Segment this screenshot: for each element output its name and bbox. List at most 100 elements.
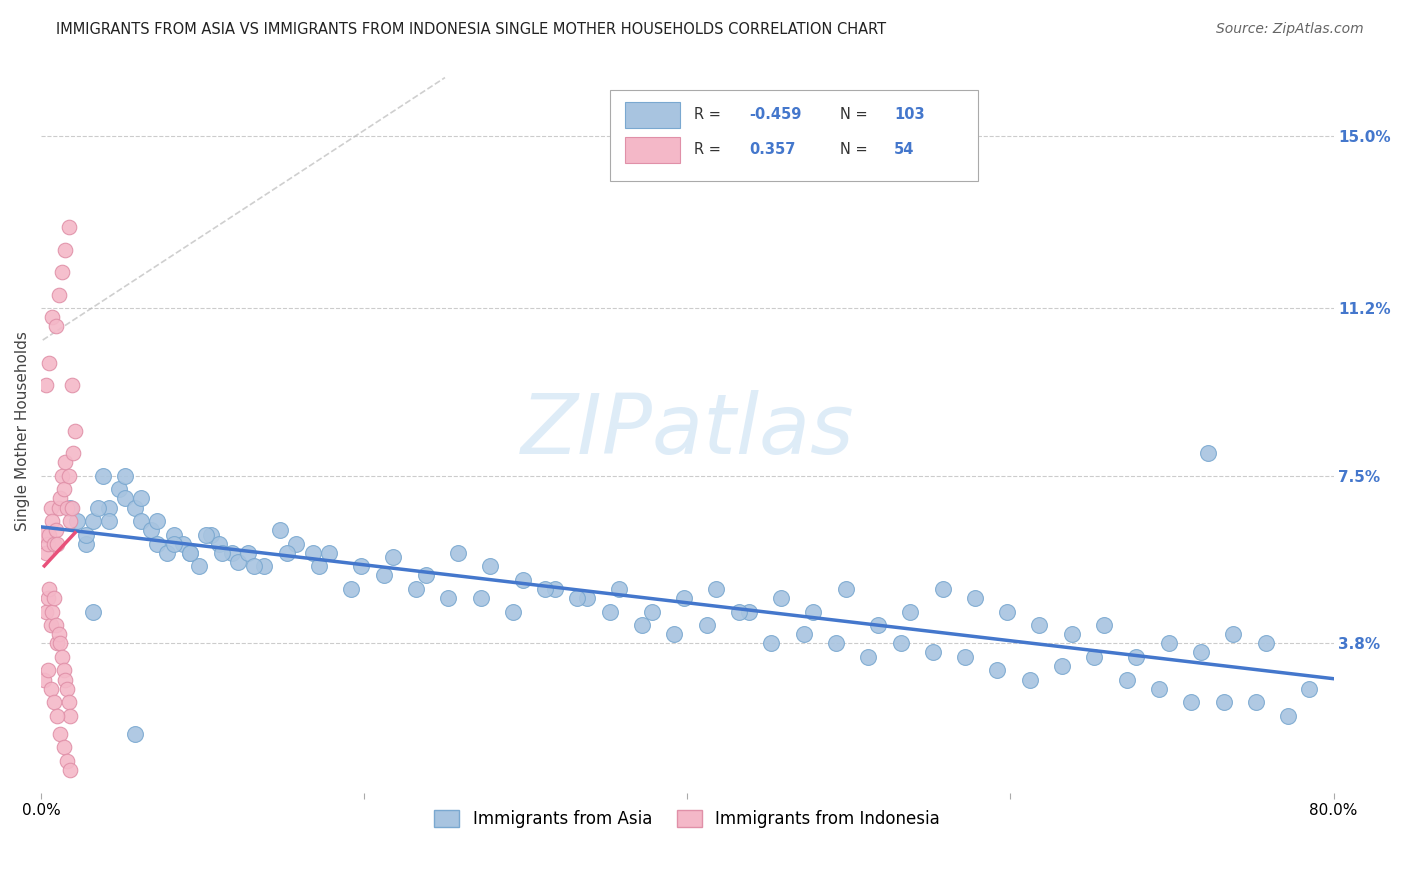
Point (41, 514, 63, 528)
Point (1083, 649, 1105, 664)
Point (1050, 659, 1073, 673)
Point (502, 605, 524, 619)
Point (696, 618, 718, 632)
Point (673, 591, 696, 605)
Point (986, 664, 1008, 678)
Point (60, 378, 83, 392)
Point (45, 319, 67, 334)
Text: -0.459: -0.459 (749, 107, 801, 122)
Point (373, 568, 395, 582)
Point (75, 527, 97, 541)
Point (858, 649, 880, 664)
Point (52, 740, 75, 755)
Point (953, 649, 976, 664)
Point (52, 664, 75, 678)
Point (599, 605, 621, 619)
Point (59, 500, 82, 515)
Point (75, 537, 97, 551)
Text: 54: 54 (894, 142, 914, 157)
Point (1277, 708, 1299, 723)
Point (415, 568, 437, 582)
Point (114, 491, 136, 506)
Point (211, 546, 233, 560)
Point (82, 605, 104, 619)
Point (236, 546, 259, 560)
Point (34, 673, 56, 687)
Text: N =: N = (839, 142, 868, 157)
Point (35, 546, 58, 560)
Point (49, 727, 72, 741)
Point (1298, 681, 1320, 696)
Point (226, 555, 249, 569)
Point (34, 527, 56, 541)
Point (172, 537, 194, 551)
FancyBboxPatch shape (626, 102, 679, 128)
Point (51, 265, 73, 279)
Point (664, 627, 686, 641)
Point (1244, 695, 1267, 709)
Point (1028, 618, 1050, 632)
Point (631, 618, 654, 632)
Point (48, 627, 70, 641)
Point (37, 591, 59, 605)
Point (544, 582, 567, 596)
Point (37, 664, 59, 678)
Point (162, 527, 184, 541)
Point (139, 523, 162, 537)
Point (66, 514, 89, 528)
Point (53, 673, 76, 687)
Point (129, 514, 152, 528)
Point (188, 559, 211, 574)
Point (1212, 695, 1234, 709)
Point (39, 618, 62, 632)
Point (48, 288, 70, 302)
Point (107, 483, 129, 497)
Point (42, 591, 65, 605)
Point (769, 591, 792, 605)
Point (114, 468, 136, 483)
Point (801, 605, 824, 619)
Point (301, 546, 323, 560)
Point (269, 523, 291, 537)
Point (382, 550, 405, 565)
Point (479, 559, 502, 574)
Text: R =: R = (693, 142, 721, 157)
Point (963, 591, 986, 605)
Point (56, 681, 79, 696)
Point (62, 446, 84, 460)
Point (51, 468, 73, 483)
Point (46, 537, 69, 551)
Point (53, 455, 76, 469)
Point (35, 378, 58, 392)
Point (834, 582, 856, 596)
Point (995, 605, 1018, 619)
Point (534, 582, 557, 596)
Point (1157, 636, 1180, 650)
Point (91, 468, 114, 483)
Point (162, 537, 184, 551)
Point (1018, 673, 1040, 687)
Text: R =: R = (693, 107, 721, 122)
Point (38, 527, 60, 541)
Point (82, 514, 104, 528)
Point (58, 219, 80, 234)
Point (51, 649, 73, 664)
Point (208, 537, 231, 551)
Point (59, 514, 82, 528)
Point (793, 627, 815, 641)
Point (576, 591, 599, 605)
FancyBboxPatch shape (626, 136, 679, 162)
Point (1147, 681, 1170, 696)
Point (48, 500, 70, 515)
Legend: Immigrants from Asia, Immigrants from Indonesia: Immigrants from Asia, Immigrants from In… (427, 804, 946, 835)
Point (921, 645, 943, 659)
Point (437, 591, 460, 605)
Point (825, 636, 848, 650)
Point (146, 514, 169, 528)
Point (470, 591, 492, 605)
Point (200, 527, 222, 541)
Point (46, 708, 69, 723)
Point (58, 695, 80, 709)
Point (350, 559, 373, 574)
Point (340, 582, 363, 596)
